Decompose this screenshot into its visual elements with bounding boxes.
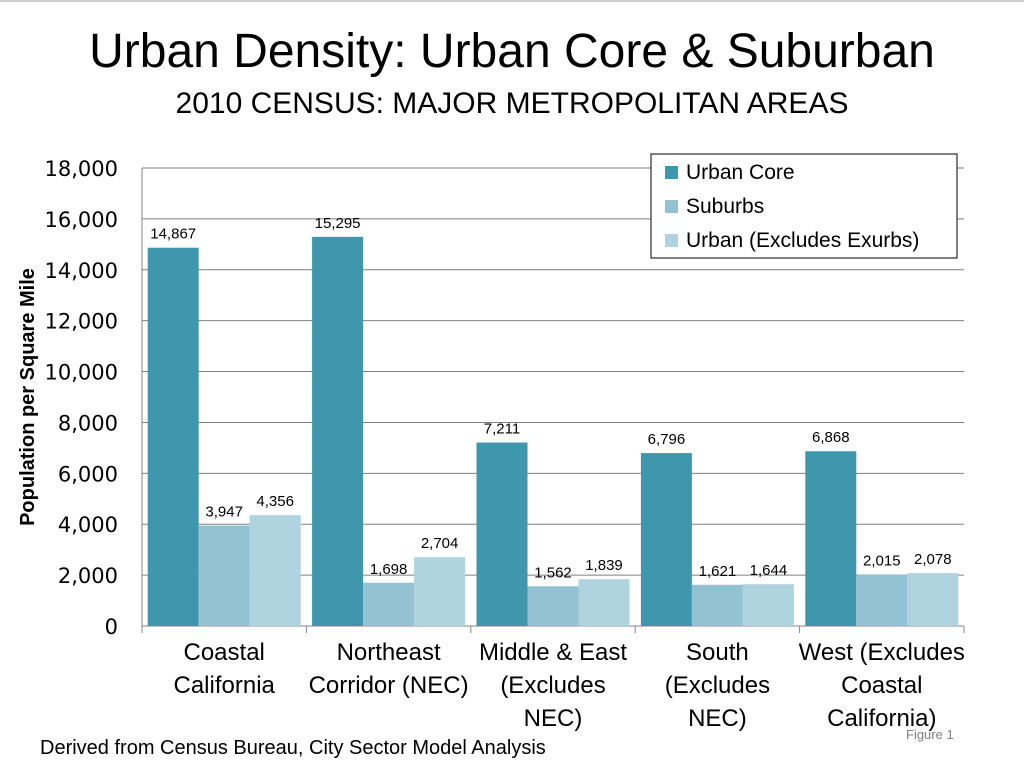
bar-urban-core	[312, 236, 364, 627]
y-tick-label: 12,000	[45, 310, 118, 334]
x-category-label: California)	[827, 705, 936, 732]
bar-urban-core	[805, 451, 857, 626]
chart-title: Urban Density: Urban Core & Suburban	[89, 25, 935, 78]
bar-value-label: 3,947	[205, 504, 243, 521]
y-tick-label: 0	[105, 615, 118, 639]
x-category-label: (Excludes	[665, 672, 770, 699]
x-category-label: Corridor (NEC)	[309, 672, 469, 699]
bar-value-label: 1,621	[699, 563, 737, 580]
chart-subtitle: 2010 CENSUS: MAJOR METROPOLITAN AREAS	[175, 87, 849, 120]
legend-box	[650, 153, 958, 259]
x-category-label: Middle & East	[479, 639, 627, 666]
y-axis-title: Population per Square Mile	[17, 268, 39, 526]
x-category-label: Northeast	[337, 639, 441, 666]
legend-label: Urban Core	[686, 161, 795, 184]
y-tick-label: 8,000	[58, 411, 118, 435]
bar-value-label: 4,356	[256, 493, 294, 510]
y-tick-label: 2,000	[58, 564, 118, 588]
y-tick-label: 16,000	[45, 208, 118, 232]
y-tick-label: 4,000	[58, 513, 118, 537]
bar-value-label: 2,078	[914, 551, 952, 568]
bar-value-label: 1,839	[585, 557, 623, 574]
legend-label: Suburbs	[686, 195, 764, 218]
bar-urban-core	[640, 453, 692, 626]
y-tick-label: 18,000	[45, 157, 118, 181]
bar-value-label: 6,868	[812, 429, 850, 446]
bar-value-label: 1,644	[750, 562, 788, 579]
x-category-label: West (Excludes	[799, 639, 965, 666]
legend-swatch	[665, 234, 678, 247]
bar-value-label: 15,295	[315, 215, 361, 232]
bar-urban-excludes-exurbs	[578, 579, 630, 626]
x-category-label: (Excludes	[500, 672, 605, 699]
source-footnote: Derived from Census Bureau, City Sector …	[40, 737, 546, 759]
y-tick-label: 6,000	[58, 462, 118, 486]
bar-suburbs	[363, 582, 415, 626]
x-category-label: Coastal	[184, 639, 265, 666]
top-rule	[0, 0, 1024, 2]
legend-label: Urban (Excludes Exurbs)	[686, 229, 919, 252]
y-tick-label: 14,000	[45, 259, 118, 283]
bar-urban-excludes-exurbs	[414, 557, 466, 626]
x-category-label: NEC)	[524, 705, 583, 732]
bar-value-label: 1,562	[534, 564, 572, 581]
bar-suburbs	[198, 525, 250, 626]
bar-suburbs	[691, 584, 743, 626]
bar-urban-excludes-exurbs	[249, 515, 301, 626]
bar-value-label: 6,796	[648, 431, 686, 448]
x-category-label: NEC)	[688, 705, 747, 732]
bar-suburbs	[527, 586, 579, 626]
bar-value-label: 2,015	[863, 553, 901, 570]
x-category-label: Coastal	[841, 672, 922, 699]
bar-value-label: 14,867	[150, 226, 196, 243]
bar-urban-core	[476, 442, 528, 626]
x-category-label: California	[174, 672, 276, 699]
legend-swatch	[665, 200, 678, 213]
bar-value-label: 2,704	[421, 535, 459, 552]
x-category-label: South	[686, 639, 749, 666]
bar-value-label: 1,698	[370, 561, 408, 578]
legend-swatch	[665, 166, 678, 179]
bar-urban-excludes-exurbs	[907, 573, 959, 626]
y-tick-label: 10,000	[45, 361, 118, 385]
figure-label: Figure 1	[906, 727, 954, 742]
bar-suburbs	[856, 574, 908, 626]
bar-value-label: 7,211	[484, 421, 520, 438]
bar-urban-excludes-exurbs	[742, 584, 794, 626]
bar-urban-core	[147, 247, 199, 626]
